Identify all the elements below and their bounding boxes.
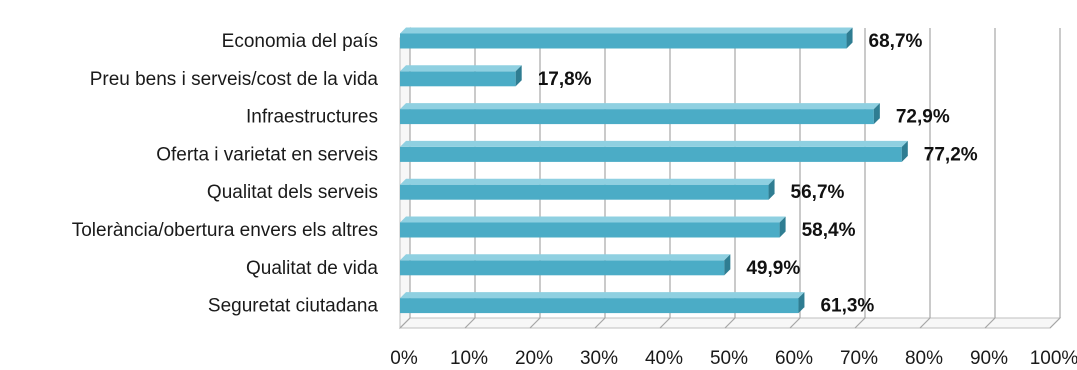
x-tick-label: 60% xyxy=(775,348,813,369)
gridline-floor xyxy=(984,317,996,329)
data-label: 77,2% xyxy=(924,144,978,165)
category-label: Qualitat de vida xyxy=(246,258,378,279)
x-tick-label: 40% xyxy=(645,348,683,369)
bar xyxy=(400,298,799,314)
bar-top xyxy=(400,103,880,110)
bar-end xyxy=(873,103,880,125)
bar-end xyxy=(768,178,775,200)
bar xyxy=(400,71,516,87)
x-tick-label: 100% xyxy=(1030,348,1077,369)
category-label: Seguretat ciutadana xyxy=(208,296,379,317)
x-tick-label: 90% xyxy=(970,348,1008,369)
bar xyxy=(400,184,769,200)
gridline-floor xyxy=(789,317,801,329)
labels: 0% 10% 20% 30% 40% 50% 60% 70% 80% 90% 100% Economi… xyxy=(72,31,1077,369)
bar-top xyxy=(400,140,908,147)
category-label: Infraestructures xyxy=(246,107,378,128)
bar-top xyxy=(400,178,775,185)
bar-top xyxy=(400,292,805,299)
gridline-floor xyxy=(594,317,606,329)
gridline-floor xyxy=(399,317,411,329)
category-label: Qualitat dels serveis xyxy=(207,182,378,203)
bar-top xyxy=(400,65,522,72)
bar-end xyxy=(846,27,853,49)
bar xyxy=(400,109,874,125)
data-label: 49,9% xyxy=(746,258,800,279)
bar-top xyxy=(400,27,853,34)
gridline-floor xyxy=(919,317,931,329)
x-tick-label: 10% xyxy=(450,348,488,369)
bar xyxy=(400,222,780,238)
category-label: Oferta i varietat en serveis xyxy=(156,144,378,165)
category-label: Preu bens i serveis/cost de la vida xyxy=(90,69,379,90)
data-label: 72,9% xyxy=(896,107,950,128)
bar xyxy=(400,33,847,49)
bar-end xyxy=(798,292,805,314)
bars xyxy=(400,27,908,314)
gridline-floor xyxy=(724,317,736,329)
gridline-floor xyxy=(529,317,541,329)
x-tick-label: 30% xyxy=(580,348,618,369)
gridline-floor xyxy=(464,317,476,329)
data-label: 68,7% xyxy=(869,31,923,52)
x-tick-label: 70% xyxy=(840,348,878,369)
bar-end xyxy=(724,254,731,276)
category-label: Tolerància/obertura envers els altres xyxy=(72,220,378,241)
bar xyxy=(400,260,725,276)
x-tick-label: 20% xyxy=(515,348,553,369)
x-tick-label: 0% xyxy=(390,348,418,369)
bar-top xyxy=(400,254,731,261)
gridline-floor xyxy=(659,317,671,329)
gridline-floor xyxy=(1049,317,1061,329)
data-label: 58,4% xyxy=(802,220,856,241)
gridline-floor xyxy=(854,317,866,329)
data-label: 61,3% xyxy=(820,296,874,317)
bar-end xyxy=(901,140,908,162)
data-label: 56,7% xyxy=(791,182,845,203)
gridlines xyxy=(398,26,1062,330)
x-tick-label: 80% xyxy=(905,348,943,369)
x-tick-label: 50% xyxy=(710,348,748,369)
data-label: 17,8% xyxy=(538,69,592,90)
bar-top xyxy=(400,216,786,223)
bar-end xyxy=(779,216,786,238)
category-label: Economia del país xyxy=(222,31,378,52)
bar-end xyxy=(515,65,522,87)
bar xyxy=(400,146,902,162)
